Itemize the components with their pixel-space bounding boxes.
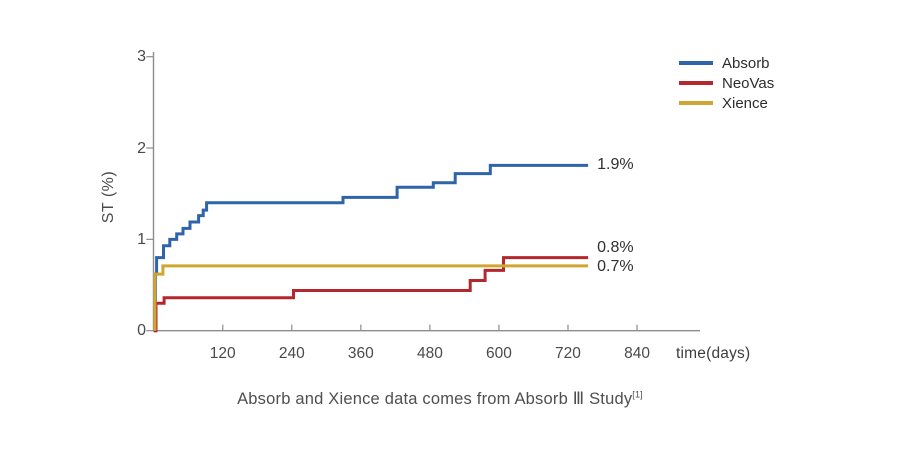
x-tick-label: 840 [624,345,650,362]
x-tick-label: 720 [555,345,581,362]
caption: Absorb and Xience data comes from Absorb… [0,389,880,409]
y-axis-title: ST (%) [100,170,117,224]
legend-line-swatch [679,61,713,65]
legend-line-swatch [679,81,713,85]
legend-item: Xience [679,93,774,113]
y-tick-label: 3 [137,48,146,66]
legend-item: Absorb [679,53,774,73]
series-end-label: 1.9% [597,156,634,174]
x-axis-title: time(days) [676,345,751,362]
legend-label: Absorb [722,54,770,72]
legend-label: NeoVas [722,74,775,92]
legend-line-swatch [679,101,713,105]
x-tick-label: 600 [486,345,512,362]
x-tick-label: 360 [347,345,374,362]
legend: Absorb NeoVas Xience [679,53,774,113]
caption-text: Absorb and Xience data comes from Absorb… [237,390,633,408]
x-tick-label: 480 [416,345,443,362]
y-tick-label: 0 [137,322,146,340]
y-tick-label: 1 [137,230,146,248]
x-tick-label: 120 [209,345,236,362]
y-tick-label: 2 [137,139,146,157]
series-end-label: 0.7% [597,257,634,275]
x-tick-label: 240 [278,345,305,362]
caption-superscript: [1] [632,389,643,400]
series-end-label: 0.8% [597,238,634,256]
legend-item: NeoVas [679,73,774,93]
legend-label: Xience [722,94,768,112]
